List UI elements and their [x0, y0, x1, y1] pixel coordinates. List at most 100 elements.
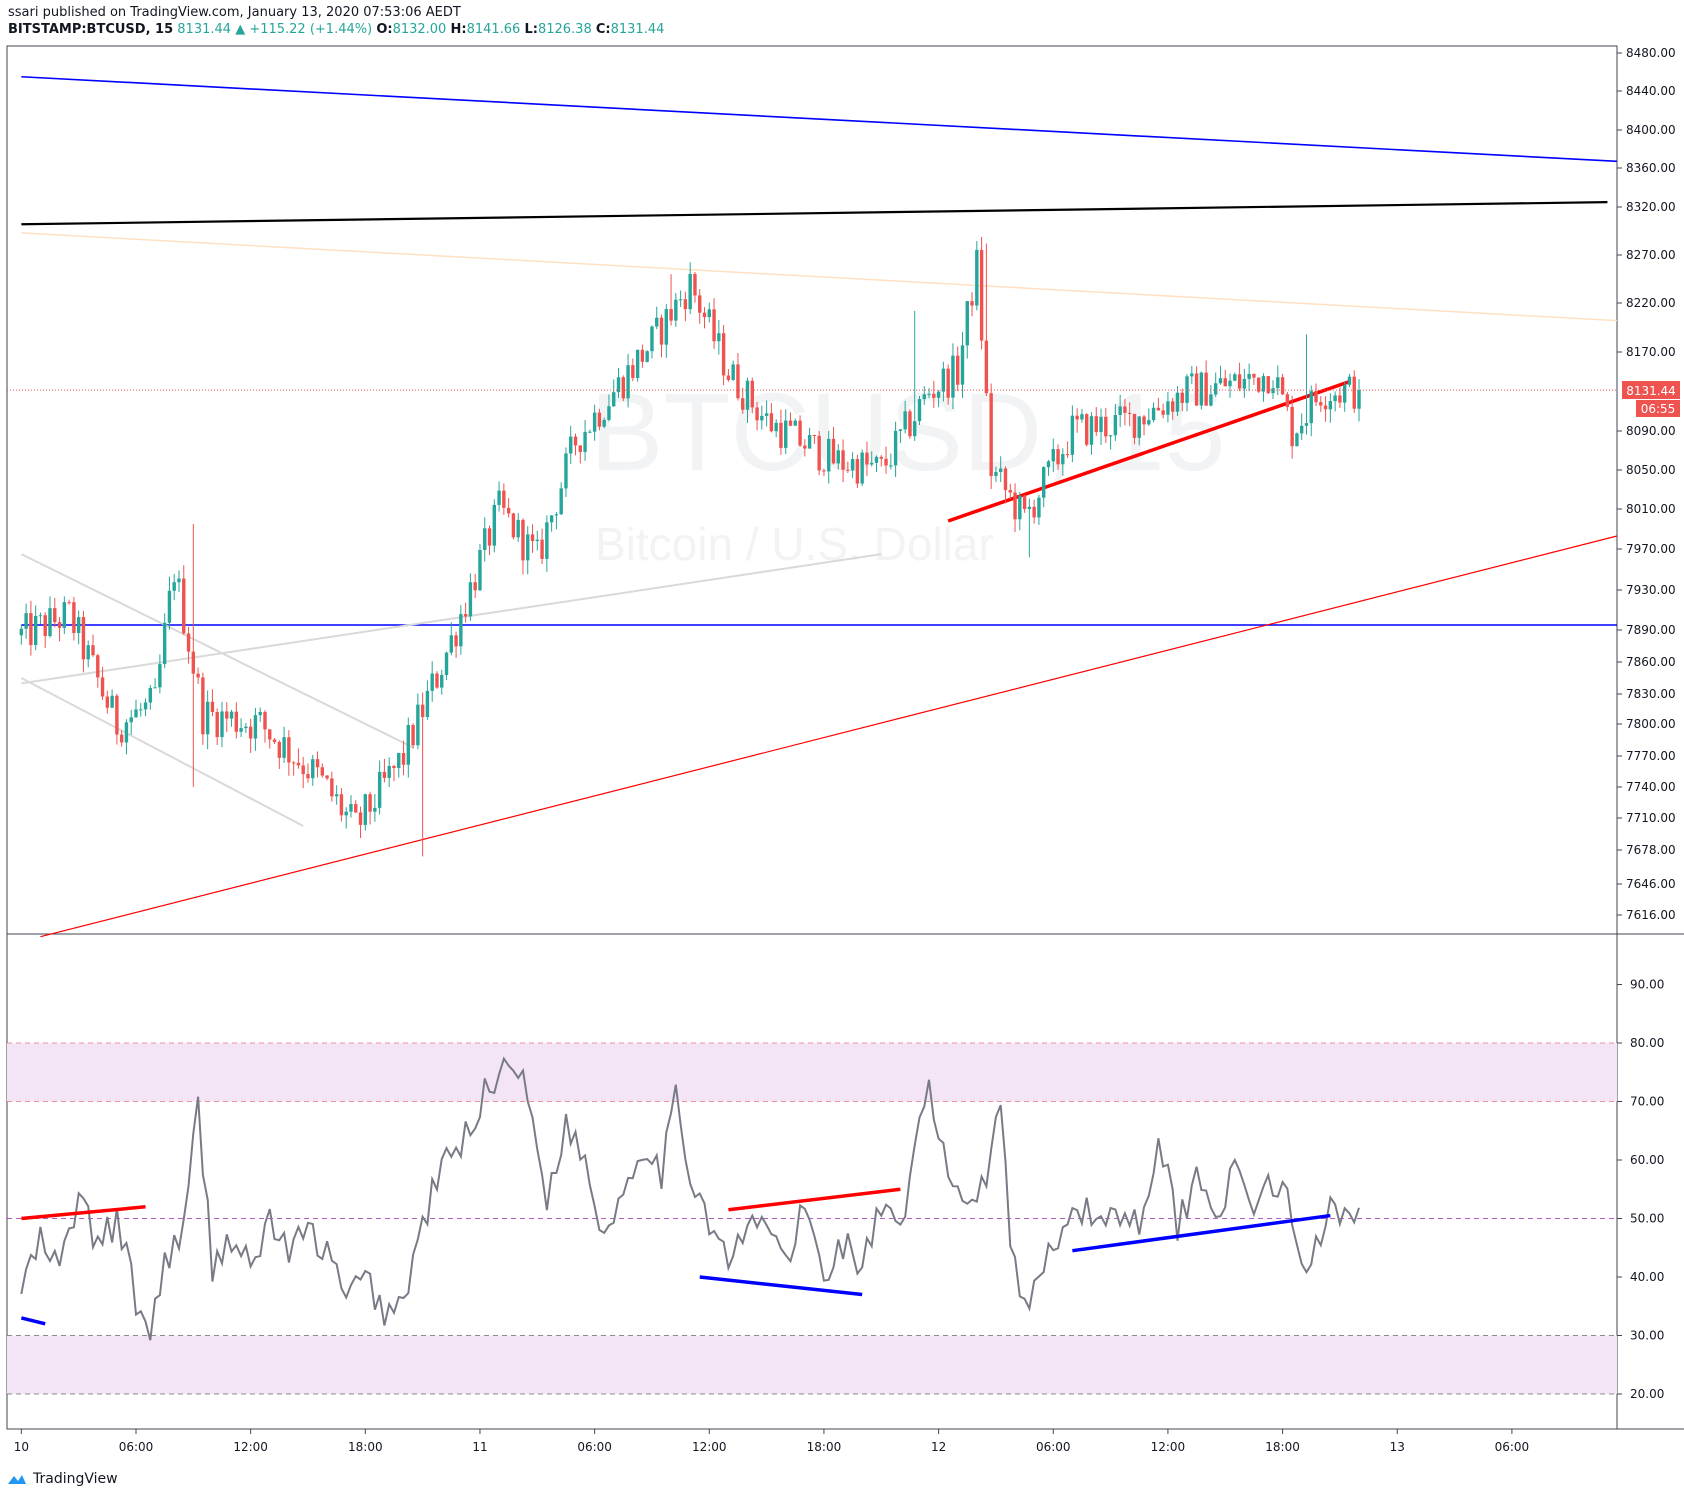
candle-body — [889, 465, 893, 467]
candle-body — [1175, 392, 1180, 412]
candle-body — [616, 377, 621, 393]
candles — [19, 236, 1361, 857]
candle-body — [325, 775, 329, 779]
candle-body — [53, 608, 57, 623]
price-axis[interactable]: 8480.00 8440.00 8400.00 8360.00 8320.00 8270.… — [1617, 46, 1676, 922]
time-axis[interactable]: 10 06:00 12:00 18:00 11 06:00 12:00 18:00 12 06:0… — [14, 1429, 1530, 1454]
price-badge-value: 8131.44 — [1626, 384, 1676, 398]
rsi-axis-label: 60.00 — [1630, 1153, 1664, 1167]
price-axis-label: 8090.00 — [1626, 424, 1676, 438]
candle-body — [898, 429, 903, 431]
candle-body — [521, 519, 525, 561]
trendline[interactable] — [20, 553, 414, 749]
candle-body — [1242, 378, 1247, 389]
candle-body — [115, 695, 119, 735]
time-axis-label: 06:00 — [119, 1440, 154, 1454]
rsi-trendline[interactable] — [699, 1275, 863, 1297]
time-axis-label: 12 — [931, 1440, 946, 1454]
candle-body — [506, 507, 511, 514]
rsi-trendline[interactable] — [728, 1187, 901, 1212]
candle-body — [1151, 407, 1156, 421]
candle-body — [631, 365, 635, 379]
candle-body — [602, 419, 606, 427]
candle-body — [459, 614, 463, 647]
rsi-trendline[interactable] — [20, 1316, 46, 1326]
candle-body — [874, 456, 879, 463]
candle-body — [640, 349, 645, 362]
watermark-symbol: BTCUSD, 15 — [590, 371, 1226, 494]
candle-body — [1080, 414, 1084, 420]
chart-header: ssari published on TradingView.com, Janu… — [0, 0, 1684, 40]
candle-body — [248, 726, 253, 739]
candle-body — [1338, 395, 1342, 403]
candle-body — [134, 709, 138, 718]
candle-body — [607, 406, 611, 420]
price-axis-label: 8010.00 — [1626, 502, 1676, 516]
rsi-axis-label: 20.00 — [1630, 1387, 1664, 1401]
candle-body — [559, 488, 563, 515]
candle-body — [29, 613, 33, 646]
price-axis-label: 8480.00 — [1626, 46, 1676, 60]
candle-body — [1237, 374, 1242, 389]
trendline[interactable] — [21, 75, 1618, 163]
tradingview-logo[interactable]: TradingView — [6, 1468, 118, 1490]
candle-body — [229, 711, 234, 719]
candle-body — [1061, 454, 1065, 465]
symbol-label[interactable]: BITSTAMP:BTCUSD, 15 — [8, 22, 174, 37]
candle-body — [526, 534, 530, 561]
open-label: O: — [376, 22, 393, 37]
time-axis-label: 12:00 — [1151, 1440, 1186, 1454]
trendline[interactable] — [40, 535, 1618, 938]
candle-body — [1003, 468, 1008, 491]
price-axis-label: 7646.00 — [1626, 877, 1676, 891]
candle-body — [731, 364, 735, 380]
candle-body — [334, 794, 339, 797]
candle-body — [956, 355, 960, 385]
time-axis-label: 13 — [1390, 1440, 1405, 1454]
trendline[interactable] — [21, 201, 1608, 226]
candle-body — [612, 392, 616, 407]
candle-body — [932, 393, 936, 398]
candle-body — [48, 608, 52, 637]
candle-body — [172, 582, 176, 591]
price-change: ▲ +115.22 (+1.44%) — [235, 22, 373, 37]
candle-body — [870, 462, 874, 465]
candle-body — [416, 704, 420, 746]
trendline[interactable] — [20, 677, 304, 827]
high-value: 8141.66 — [466, 22, 521, 37]
rsi-trendlines — [20, 1187, 1331, 1326]
watermark-description: Bitcoin / U.S. Dollar — [595, 518, 994, 570]
candle-body — [129, 717, 133, 723]
rsi-axis[interactable]: 90.00 80.00 70.00 60.00 50.00 40.00 30.00 20.00 — [1617, 978, 1664, 1402]
candle-body — [1180, 392, 1184, 403]
candle-body — [798, 420, 802, 446]
candle-body — [454, 635, 458, 647]
rsi-trendline[interactable] — [1072, 1213, 1331, 1253]
close-value: 8131.44 — [610, 22, 665, 37]
candle-body — [411, 725, 415, 746]
candle-body — [105, 696, 110, 708]
candle-body — [721, 333, 726, 376]
candle-body — [965, 301, 969, 346]
time-axis-label: 11 — [472, 1440, 487, 1454]
candle-body — [1056, 449, 1060, 465]
last-price: 8131.44 — [177, 22, 232, 37]
candle-body — [1108, 435, 1113, 437]
price-axis-label: 8170.00 — [1626, 345, 1676, 359]
candle-body — [655, 317, 659, 327]
candle-body — [1319, 402, 1323, 406]
candle-body — [745, 380, 750, 410]
candle-body — [139, 709, 143, 711]
candle-body — [1051, 449, 1055, 462]
candle-body — [793, 420, 797, 426]
candle-body — [167, 590, 172, 623]
rsi-axis-label: 70.00 — [1630, 1095, 1664, 1109]
candle-body — [349, 804, 353, 812]
rsi-trendline[interactable] — [21, 1205, 146, 1221]
trendline[interactable] — [21, 232, 1618, 322]
rsi-line — [20, 1056, 1360, 1341]
time-axis-label: 12:00 — [233, 1440, 268, 1454]
candle-body — [750, 380, 754, 408]
price-axis-label: 7890.00 — [1626, 623, 1676, 637]
